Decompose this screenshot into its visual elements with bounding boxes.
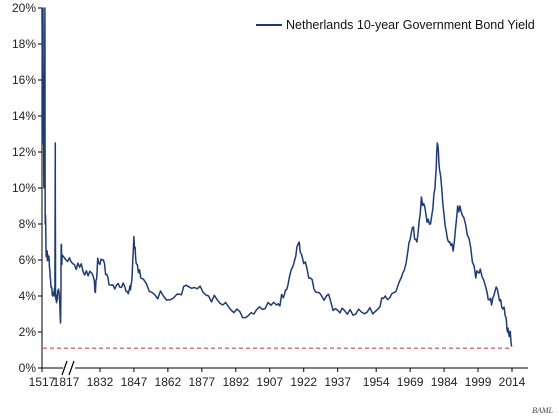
series-line-netherlands-yield xyxy=(41,7,513,347)
x-tick-label: 1922 xyxy=(290,375,317,389)
y-axis: 0% 2% 4% 6% 8% 10% 12% 14% 16% 18% 20% xyxy=(12,1,42,375)
y-tick-label: 4% xyxy=(19,289,37,303)
x-tick-label: 1984 xyxy=(431,375,458,389)
x-tick-label: 1817 xyxy=(53,375,80,389)
x-tick-label: 1937 xyxy=(324,375,351,389)
y-tick-label: 18% xyxy=(12,37,36,51)
x-tick-label: 1847 xyxy=(121,375,148,389)
axis-break-slash xyxy=(61,360,68,376)
legend: Netherlands 10-year Government Bond Yiel… xyxy=(256,18,535,32)
x-tick-label: 1892 xyxy=(222,375,249,389)
y-tick-label: 0% xyxy=(19,361,37,375)
x-tick-label: 2014 xyxy=(499,375,526,389)
x-tick-label: 1862 xyxy=(155,375,182,389)
y-tick-label: 14% xyxy=(12,109,36,123)
plot-area xyxy=(41,8,528,369)
axis-break-marker xyxy=(61,360,75,376)
x-tick-label: 1877 xyxy=(188,375,215,389)
legend-label: Netherlands 10-year Government Bond Yiel… xyxy=(286,18,535,32)
x-tick-label: 1517 xyxy=(29,375,56,389)
x-tick-label: 1832 xyxy=(87,375,114,389)
x-tick-label: 1907 xyxy=(256,375,283,389)
y-tick-label: 20% xyxy=(12,1,36,15)
y-tick-label: 2% xyxy=(19,325,37,339)
y-tick-label: 8% xyxy=(19,217,37,231)
x-tick-label: 1954 xyxy=(363,375,390,389)
y-tick-label: 10% xyxy=(12,181,36,195)
x-tick-label: 1999 xyxy=(465,375,492,389)
y-tick-label: 12% xyxy=(12,145,36,159)
y-tick-label: 16% xyxy=(12,73,36,87)
x-tick-label: 1969 xyxy=(397,375,424,389)
y-tick-label: 6% xyxy=(19,253,37,267)
axis-break-slash xyxy=(68,360,75,376)
source-note: BAML xyxy=(532,406,553,415)
